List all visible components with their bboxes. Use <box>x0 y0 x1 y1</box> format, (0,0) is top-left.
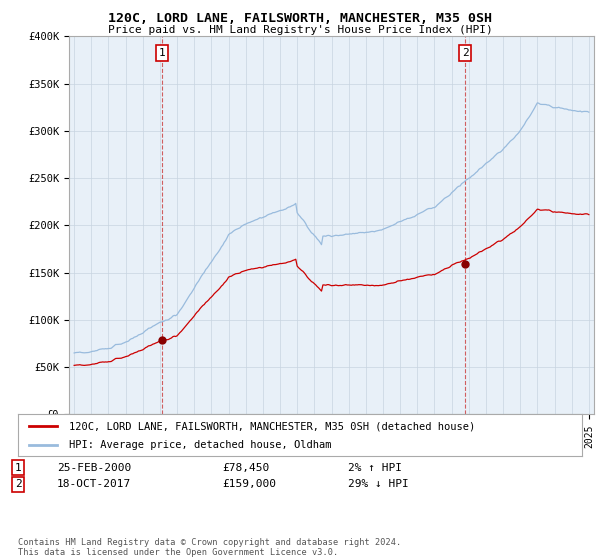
Text: Contains HM Land Registry data © Crown copyright and database right 2024.
This d: Contains HM Land Registry data © Crown c… <box>18 538 401 557</box>
Text: Price paid vs. HM Land Registry's House Price Index (HPI): Price paid vs. HM Land Registry's House … <box>107 25 493 35</box>
Text: 2: 2 <box>462 48 469 58</box>
Text: 120C, LORD LANE, FAILSWORTH, MANCHESTER, M35 0SH: 120C, LORD LANE, FAILSWORTH, MANCHESTER,… <box>108 12 492 25</box>
Text: £78,450: £78,450 <box>222 463 269 473</box>
Text: 25-FEB-2000: 25-FEB-2000 <box>57 463 131 473</box>
Text: 29% ↓ HPI: 29% ↓ HPI <box>348 479 409 489</box>
Text: 1: 1 <box>159 48 166 58</box>
Text: HPI: Average price, detached house, Oldham: HPI: Average price, detached house, Oldh… <box>69 440 331 450</box>
Text: 2: 2 <box>14 479 22 489</box>
Text: 2% ↑ HPI: 2% ↑ HPI <box>348 463 402 473</box>
Text: 1: 1 <box>14 463 22 473</box>
Text: £159,000: £159,000 <box>222 479 276 489</box>
Text: 18-OCT-2017: 18-OCT-2017 <box>57 479 131 489</box>
Text: 120C, LORD LANE, FAILSWORTH, MANCHESTER, M35 0SH (detached house): 120C, LORD LANE, FAILSWORTH, MANCHESTER,… <box>69 421 475 431</box>
